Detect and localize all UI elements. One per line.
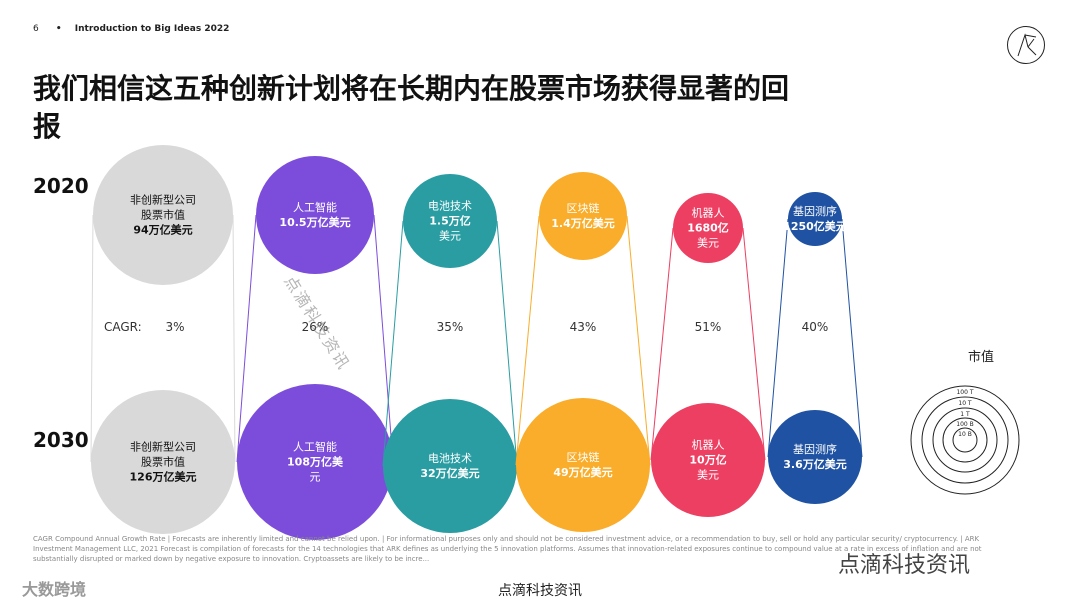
cagr-value: 51%	[694, 320, 722, 334]
circle-2020	[256, 156, 374, 274]
circle-2020-text: 电池技术 1.5万亿 美元	[428, 199, 472, 243]
right-watermark: 点滴科技资讯	[838, 553, 971, 578]
circle-2030	[237, 384, 393, 540]
year-2030-label: 2030	[33, 428, 89, 452]
connector-line	[650, 227, 674, 461]
circle-2030-text: 非创新型公司 股票市值 126万亿美元	[129, 440, 197, 484]
legend-ring	[910, 385, 1020, 495]
connector-line	[515, 215, 540, 466]
connector-line	[496, 220, 518, 467]
connector-line	[373, 214, 394, 463]
circle-2020	[539, 172, 627, 260]
legend-ring-label: 100 T	[956, 389, 974, 396]
page-number: 6	[33, 24, 39, 34]
circle-2030	[768, 410, 862, 504]
header-separator: •	[55, 24, 62, 34]
footer-text: 点滴科技资讯	[498, 583, 582, 599]
circle-2030-text: 区块链 49万亿美元	[553, 451, 613, 479]
circle-2020-text: 区块链 1.4万亿美元	[551, 202, 615, 230]
circle-2030-text: 机器人 10万亿 美元	[689, 438, 727, 482]
left-watermark: 大数跨境	[22, 580, 87, 599]
circle-2020-text: 机器人 1680亿 美元	[687, 206, 729, 250]
slide-header: 6 • Introduction to Big Ideas 2022	[33, 24, 229, 34]
circle-2020	[93, 145, 233, 285]
circle-2030-text: 人工智能 108万亿美元	[287, 440, 343, 484]
circle-2030	[383, 399, 517, 533]
cagr-value: 35%	[436, 320, 464, 334]
circle-2020	[673, 193, 743, 263]
cagr-label: CAGR:	[104, 320, 142, 334]
legend-ring-label: 10 B	[958, 431, 972, 438]
slide-title: 我们相信这五种创新计划将在长期内在股票市场获得显著的回报	[33, 72, 790, 143]
circle-2030	[651, 403, 765, 517]
connector-line	[626, 215, 651, 466]
circle-2020-text: 非创新型公司 股票市值 94万亿美元	[130, 193, 196, 237]
circle-2020	[403, 174, 497, 268]
circle-2030	[516, 398, 650, 532]
cagr-value: 40%	[801, 320, 829, 334]
ark-logo-icon	[1007, 26, 1045, 64]
legend-ring-label: 10 T	[958, 400, 972, 407]
circle-2030-text: 电池技术 32万亿美元	[420, 452, 480, 480]
footnote: CAGR Compound Annual Growth Rate | Forec…	[33, 535, 982, 563]
legend-ring-label: 100 B	[956, 421, 974, 428]
connector-line	[90, 214, 94, 463]
legend-ring-label: 1 T	[960, 411, 970, 418]
connector-line	[382, 220, 404, 467]
cagr-value: 26%	[301, 320, 329, 334]
section-title: Introduction to Big Ideas 2022	[74, 24, 230, 34]
legend-ring	[921, 396, 1009, 484]
legend-ring	[932, 407, 998, 473]
circle-2020	[788, 192, 842, 246]
circle-2020-text: 人工智能 10.5万亿美元	[279, 201, 351, 229]
legend-ring	[942, 417, 988, 463]
connector-line	[236, 214, 257, 463]
legend-title: 市值	[968, 350, 995, 365]
connector-line	[841, 218, 863, 458]
circle-2030-text: 基因测序 3.6万亿美元	[783, 443, 847, 471]
legend-ring	[952, 427, 978, 453]
connector-line	[767, 218, 789, 458]
connector-line	[232, 214, 236, 463]
market-cap-legend	[910, 385, 1020, 495]
connector-line	[742, 227, 766, 461]
circle-2030	[91, 390, 235, 534]
circle-2020-text: 基因测序 1250亿美元	[783, 205, 847, 233]
cagr-value: 43%	[569, 320, 597, 334]
year-2020-label: 2020	[33, 174, 89, 198]
cagr-value: 3%	[165, 320, 185, 334]
